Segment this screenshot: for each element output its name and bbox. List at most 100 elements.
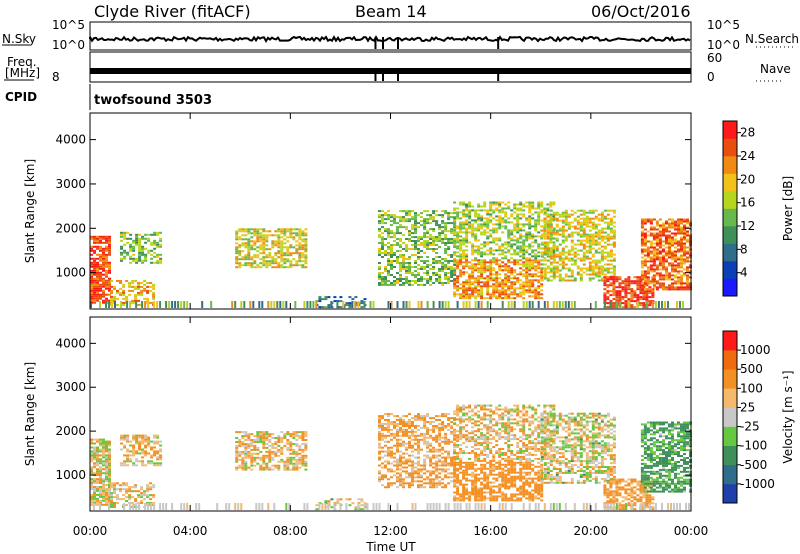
heatmap-cell (662, 250, 665, 253)
heatmap-cell (301, 464, 305, 467)
heatmap-cell (528, 291, 532, 294)
heatmap-cell (102, 444, 105, 447)
heatmap-cell (525, 273, 529, 276)
heatmap-cell (411, 240, 414, 242)
heatmap-cell (327, 500, 331, 503)
heatmap-cell (120, 251, 123, 254)
heatmap-cell (435, 260, 439, 262)
heatmap-cell (122, 293, 126, 296)
heatmap-cell (402, 210, 405, 213)
heatmap-cell (555, 217, 559, 220)
heatmap-cell (683, 228, 686, 231)
heatmap-cell (405, 266, 408, 268)
heatmap-cell (507, 231, 511, 234)
heatmap-cell (90, 283, 93, 286)
heatmap-cell (393, 432, 396, 435)
heatmap-cell (384, 212, 387, 215)
heatmap-cell (360, 300, 364, 303)
heatmap-cell (525, 269, 529, 272)
heatmap-cell (549, 255, 553, 258)
heatmap-cell (516, 207, 520, 210)
heatmap-cell (387, 260, 390, 262)
heatmap-cell (298, 246, 302, 249)
heatmap-cell (90, 279, 93, 282)
heatmap-cell (286, 464, 290, 467)
heatmap-cell (537, 201, 541, 204)
heatmap-cell (564, 223, 568, 226)
heatmap-cell (504, 291, 508, 294)
heatmap-cell (128, 282, 132, 284)
heatmap-cell (495, 261, 499, 264)
heatmap-cell (280, 452, 284, 455)
heatmap-cell (105, 474, 108, 477)
heatmap-cell (655, 264, 659, 267)
heatmap-cell (408, 472, 411, 475)
heatmap-cell (609, 227, 613, 230)
heatmap-cell (417, 444, 420, 447)
heatmap-cell (438, 262, 442, 264)
heatmap-cell (528, 219, 532, 222)
heatmap-cell (677, 262, 680, 265)
heatmap-cell (665, 242, 668, 245)
heatmap-cell (441, 464, 445, 467)
heatmap-cell (570, 249, 574, 252)
heatmap-cell (456, 279, 460, 282)
heatmap-cell (570, 225, 574, 228)
heatmap-cell (677, 278, 680, 281)
heatmap-cell (474, 301, 477, 308)
heatmap-cell (411, 272, 414, 274)
heatmap-cell (271, 258, 275, 261)
heatmap-cell (486, 297, 490, 300)
heatmap-cell (295, 228, 299, 231)
heatmap-cell (489, 271, 493, 274)
heatmap-cell (417, 425, 420, 427)
heatmap-cell (259, 234, 263, 237)
heatmap-cell (456, 245, 460, 248)
heatmap-cell (444, 276, 448, 278)
heatmap-cell (630, 290, 634, 293)
heatmap-cell (411, 224, 414, 227)
heatmap-cell (108, 486, 111, 488)
heatmap-cell (411, 218, 414, 221)
heatmap-cell (667, 301, 669, 308)
heatmap-cell (381, 436, 384, 439)
heatmap-cell (570, 301, 573, 308)
heatmap-cell (152, 295, 156, 298)
heatmap-cell (384, 218, 387, 221)
heatmap-cell (441, 270, 445, 272)
heatmap-cell (156, 436, 160, 439)
heatmap-cell (405, 278, 408, 280)
heatmap-cell (561, 227, 565, 230)
heatmap-cell (561, 213, 565, 216)
heatmap-cell (429, 472, 433, 475)
heatmap-cell (378, 210, 381, 213)
heatmap-cell (432, 446, 436, 449)
heatmap-cell (477, 271, 481, 274)
heatmap-cell (483, 241, 487, 244)
heatmap-cell (612, 237, 616, 240)
heatmap-cell (262, 228, 266, 231)
heatmap-cell (150, 456, 154, 459)
heatmap-cell (125, 488, 129, 491)
heatmap-cell (113, 492, 116, 495)
heatmap-cell (123, 255, 127, 258)
heatmap-cell (468, 231, 472, 234)
heatmap-cell (483, 269, 487, 272)
heatmap-cell (516, 287, 520, 290)
heatmap-cell (462, 201, 466, 204)
heatmap-cell (429, 462, 433, 465)
heatmap-cell (250, 439, 254, 441)
heatmap-cell (618, 298, 622, 301)
heatmap-cell (387, 421, 390, 423)
heatmap-cell (429, 228, 433, 231)
heatmap-cell (543, 233, 547, 236)
heatmap-cell (486, 219, 490, 222)
heatmap-cell (528, 233, 532, 236)
heatmap-cell (129, 454, 133, 457)
heatmap-cell (96, 279, 99, 282)
heatmap-cell (90, 501, 93, 504)
heatmap-cell (420, 266, 423, 268)
heatmap-cell (683, 226, 686, 229)
heatmap-cell (256, 435, 260, 438)
heatmap-cell (378, 470, 381, 473)
